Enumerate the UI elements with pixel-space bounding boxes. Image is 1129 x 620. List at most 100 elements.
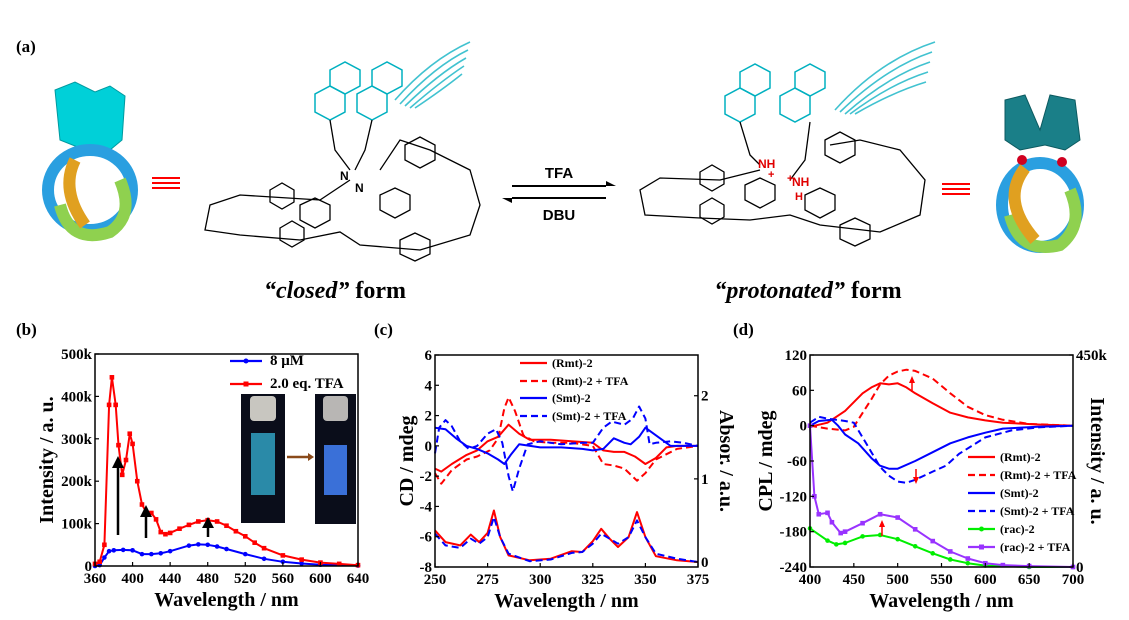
y-tick-label: 6 <box>425 348 433 364</box>
data-point <box>842 529 848 534</box>
x-tick-label: 600 <box>309 571 332 587</box>
positive-charge-1: + <box>768 169 774 181</box>
data-point <box>120 547 126 553</box>
y-tick-label: 60 <box>792 383 807 399</box>
y-tick-label: 500k <box>61 347 93 363</box>
y-axis-label: CD / mdeg <box>396 415 418 506</box>
knot-ring-orange <box>63 157 90 229</box>
chart-cpl: 400 450 500 550 600 650 700 -240 -180 -120 -60 0 60 1… <box>755 348 1108 612</box>
hydrogen-atom: H <box>795 191 803 203</box>
data-point <box>261 545 267 551</box>
y-axis-label: CPL / mdeg <box>755 410 777 511</box>
reverse-reagent-label: DBU <box>543 207 576 224</box>
legend-label: (Smt)-2 + TFA <box>1000 504 1075 518</box>
closed-form-label-rest: form <box>349 278 406 304</box>
x-tick-label: 400 <box>799 572 822 588</box>
data-point <box>177 526 182 531</box>
fluorescence-emission-icon <box>394 41 471 109</box>
data-point <box>252 540 257 545</box>
data-point <box>158 529 164 535</box>
data-point <box>106 548 112 554</box>
x-tick-label: 350 <box>634 572 657 588</box>
x-tick-label: 550 <box>930 572 953 588</box>
series-line-4 <box>434 509 699 563</box>
data-point <box>947 557 953 562</box>
data-point <box>205 542 211 548</box>
y-tick-label: -2 <box>420 469 433 485</box>
x-tick-label: 450 <box>843 572 866 588</box>
data-point <box>842 540 848 546</box>
series-line-3 <box>434 405 699 493</box>
y-right-tick-label: 0 <box>1076 560 1084 576</box>
data-point <box>838 530 843 536</box>
closed-form-structure <box>204 61 481 262</box>
legend-label: (rac)-2 + TFA <box>1000 540 1071 554</box>
data-point <box>139 502 145 507</box>
legend-label: (Smt)-2 <box>552 391 591 405</box>
data-point <box>930 538 936 544</box>
data-point <box>1000 562 1006 568</box>
data-point <box>130 548 135 553</box>
series-line-2 <box>809 418 1074 470</box>
data-point <box>102 542 107 548</box>
x-tick-label: 600 <box>974 572 997 588</box>
data-point <box>860 520 865 526</box>
series-line-0 <box>434 423 698 473</box>
x-axis-label: Wavelength / nm <box>869 590 1014 612</box>
x-tick-label: 440 <box>159 571 182 587</box>
closed-form-label: “closed” form <box>264 278 406 304</box>
equivalence-sign-left <box>152 177 180 189</box>
series-line-0 <box>94 543 359 567</box>
y-tick-label: 400k <box>61 389 93 405</box>
protonated-form-label-rest: form <box>845 278 902 304</box>
legend-label: (Rmt)-2 <box>1000 450 1041 464</box>
data-point <box>167 530 173 536</box>
x-tick-label: 640 <box>347 571 370 587</box>
left-knot-model <box>42 81 138 242</box>
data-point <box>825 510 830 516</box>
y-tick-label: 0 <box>425 439 433 455</box>
y-tick-label: 0 <box>800 419 808 435</box>
series-line-1 <box>94 376 359 567</box>
data-point <box>816 511 822 517</box>
legend-marker <box>243 358 249 364</box>
x-tick-label: 375 <box>687 572 710 588</box>
closed-form-label-italic: “closed” <box>264 278 349 304</box>
data-point <box>134 478 140 484</box>
x-tick-label: 520 <box>234 571 257 587</box>
data-point <box>102 555 107 560</box>
data-point <box>106 402 112 408</box>
protonated-form-label: “protonated” form <box>714 278 901 304</box>
data-point <box>149 551 154 557</box>
protonated-form-structure <box>639 63 926 247</box>
x-tick-label: 650 <box>1018 572 1041 588</box>
nitrogen-atom-2: N <box>355 181 364 195</box>
data-point <box>280 553 286 558</box>
equilibrium-arrows <box>502 181 616 203</box>
legend-label: (Rmt)-2 + TFA <box>552 374 629 388</box>
x-tick-label: 300 <box>529 572 552 588</box>
x-tick-label: 360 <box>84 571 107 587</box>
y-right-axis-label: Absor. / a.u. <box>715 410 737 512</box>
y-tick-label: -180 <box>780 525 808 541</box>
panel-label-b: (b) <box>16 320 37 339</box>
y-tick-label: -240 <box>780 560 808 576</box>
knot-ring-green <box>54 177 132 242</box>
x-tick-label: 275 <box>476 572 499 588</box>
legend-marker <box>979 526 984 532</box>
data-point <box>261 556 267 562</box>
data-point <box>123 457 129 463</box>
x-tick-label: 500 <box>886 572 909 588</box>
y-tick-label: 100k <box>61 517 93 533</box>
data-point <box>224 523 229 529</box>
data-point <box>149 510 154 516</box>
data-point <box>895 515 900 520</box>
fluorescence-emission-icon <box>834 41 936 115</box>
y-tick-label: -60 <box>787 454 807 470</box>
legend-marker <box>979 544 984 550</box>
data-point <box>947 549 953 554</box>
increase-arrows-b <box>112 456 214 538</box>
data-point <box>163 531 168 537</box>
equivalence-sign-right <box>942 183 970 195</box>
nitrogen-atom-1: N <box>340 169 349 183</box>
